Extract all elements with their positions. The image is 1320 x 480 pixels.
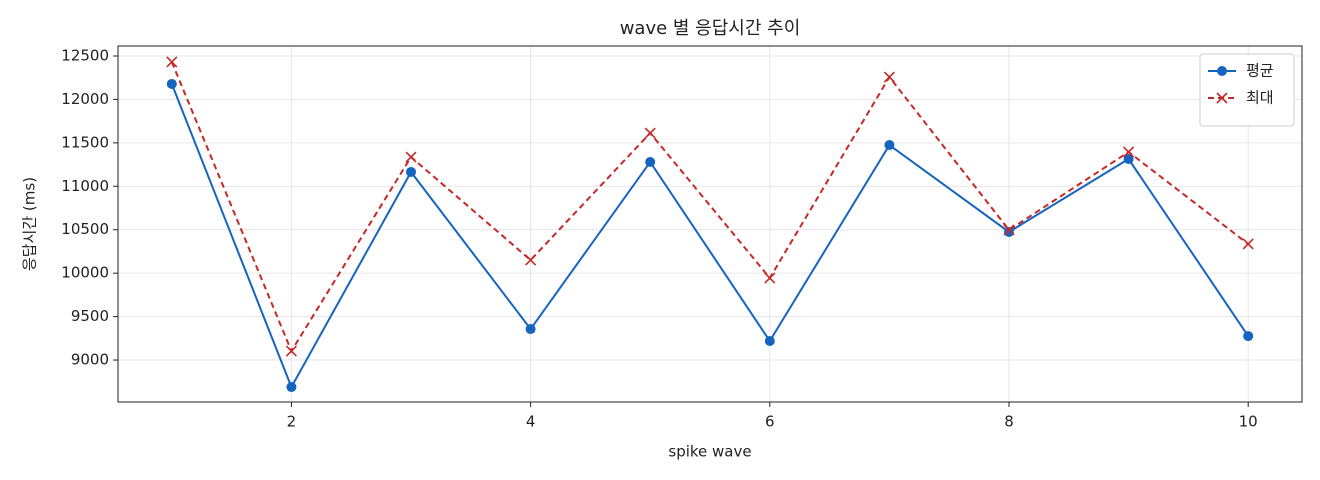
y-tick-label: 11500 [61,133,109,151]
series-line [170,83,1250,390]
point-marker [286,382,297,393]
point-marker [1003,224,1015,236]
y-tick-label: 11000 [61,177,109,195]
y-tick-label: 12000 [61,90,109,108]
x-tick-label: 2 [287,413,297,431]
y-tick-label: 9500 [71,307,109,325]
y-tick-label: 12500 [61,46,109,64]
point-marker [406,166,417,177]
legend-label: 평균 [1246,62,1274,80]
plot-frame [117,45,1303,403]
point-marker [1242,238,1254,250]
legend-label: 최대 [1246,89,1274,107]
x-tick-label: 10 [1239,413,1258,431]
point-marker [1243,331,1254,342]
point-marker [645,156,656,167]
point-marker [764,272,776,284]
point-marker [764,336,775,347]
point-marker [1123,146,1135,158]
y-tick-label: 10500 [61,220,109,238]
x-axis-label: spike wave [668,443,751,461]
point-marker [644,127,656,139]
x-tick-label: 6 [765,413,775,431]
point-marker [166,56,178,68]
point-marker [525,324,536,335]
y-tick-label: 9000 [71,351,109,369]
point-marker [883,71,895,83]
chart-title: wave 별 응답시간 추이 [620,18,801,39]
x-tick-label: 4 [526,413,536,431]
point-marker [166,78,177,89]
point-marker [1123,154,1134,165]
y-tick-label: 10000 [61,264,109,282]
x-tick-label: 8 [1004,413,1014,431]
point-marker [405,151,417,163]
series-line [170,61,1249,354]
point-marker [884,140,895,151]
point-marker [1216,92,1228,104]
point-marker [285,345,297,357]
y-axis-label: 응답시간 (ms) [21,177,39,271]
point-marker [525,254,537,266]
point-marker [1217,66,1227,76]
